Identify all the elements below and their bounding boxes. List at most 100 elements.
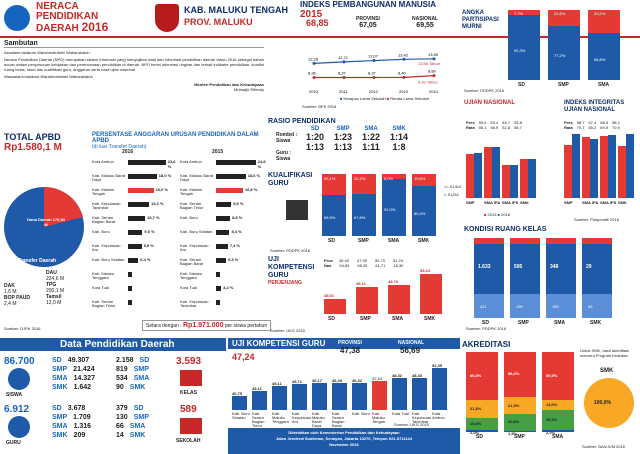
ipm-rls-label: 8,37	[338, 70, 347, 75]
guru-icon	[8, 416, 30, 438]
ukg-title: UJI KOMPETENSI GURU	[268, 256, 315, 279]
dau-value: 224,6 M	[46, 276, 65, 282]
kondisi-bar: 348 180	[546, 238, 576, 318]
ukg-kab-name: Kab. Kepulauan Tanimbar	[412, 411, 432, 424]
rasio-col: SD 1:20 1:13	[306, 126, 324, 152]
rasio-col-head: SMP	[336, 126, 350, 132]
apbd-breakdown-right: DAU 224,6 M TPG 200,1 M Tamsil 12,0 M	[46, 270, 92, 306]
anggaran-row-name: Kab. Seram Bagian Timur	[92, 299, 116, 308]
ipm-hls-label: 13,55	[428, 52, 439, 57]
region-name: KAB. MALUKU TENGAH PROV. MALUKU	[184, 4, 288, 28]
graduate-cap-icon	[286, 200, 308, 220]
ukg-kab-value: 47,24	[232, 352, 255, 362]
ipm-line-chart: 12,28 12,71 13,07 13,42 13,55 8,36 8,37 8,37 8,4…	[308, 52, 440, 94]
ipm-year-tick: 2011	[339, 89, 348, 94]
kualifikasi-no-label: 32,2%	[354, 176, 366, 181]
kualifikasi-bar-fill	[322, 194, 346, 236]
anggaran-row: Kota Tual 3,2 %	[180, 282, 264, 296]
kondisi-source: Sumber: PDDPK 2016	[466, 326, 507, 331]
ukg-cat: SMA	[392, 316, 404, 322]
iiun-source: Sumber: Puspendik 2016	[574, 217, 619, 222]
smk-note: Untuk SMK, hasil akreditasi menurut Prog…	[580, 348, 629, 358]
sekolah-list: 379 SD 130 SMP 66 SMA 14 SMK	[116, 404, 149, 440]
akreditasi-title: AKREDITASI	[462, 340, 511, 349]
akreditasi-seg	[504, 430, 536, 432]
kondisi-baik-label: 421	[480, 304, 487, 309]
ukg-nas-value: 61,71	[375, 263, 386, 268]
anggaran-bar	[128, 230, 143, 235]
kualifikasi-no-label: 33,1%	[324, 176, 336, 181]
un-bar-2016	[474, 153, 482, 198]
data-row-value: 534	[116, 375, 128, 382]
anggaran-bar	[128, 300, 132, 305]
kondisi-title: KONDISI RUANG KELAS	[464, 226, 547, 233]
data-row-key: SMP	[52, 366, 68, 373]
kondisi-baik	[582, 294, 612, 318]
sambutan-sign-title: Menteri Pendidikan dan Kebudayaan	[194, 82, 264, 87]
apm-bar: 66,8% 33,2%	[588, 10, 620, 80]
iiun-title: INDEKS INTEGRITAS UJIAN NASIONAL	[564, 100, 625, 113]
akreditasi-section: AKREDITASI 60,3% 21,8% 15,8% 2,0% SD 56,2% 21,…	[462, 340, 638, 452]
data-row-key: SMK	[129, 384, 146, 391]
apm-title: ANGKA PARTISIPASI MURNI	[462, 10, 499, 30]
akreditasi-seg	[466, 352, 498, 401]
data-row-key: SMA	[129, 423, 146, 430]
data-row-key: SD	[52, 405, 62, 412]
anggaran-bar-label: 18,6 %	[247, 173, 261, 178]
akreditasi-seg	[542, 430, 574, 432]
un-cat: SMP	[466, 200, 475, 205]
ukg-kab-title: UJI KOMPETENSI GURU	[228, 338, 460, 349]
kelas-label: KELAS	[180, 390, 197, 396]
ukg-kab-bar-label: 48,33	[412, 373, 423, 378]
apm-bar-fill	[548, 25, 580, 80]
kondisi-section: KONDISI RUANG KELAS 1.633 421 SD 595 190 SMP 3…	[464, 226, 638, 336]
data-row-key: SMP	[133, 366, 149, 373]
per-siswa-label: Setara dengan :	[146, 323, 182, 329]
akreditasi-cat: SMA	[552, 434, 564, 440]
apbd-section: TOTAL APBD Rp1.580,1 M Dana Daerah 176,9…	[4, 132, 90, 332]
akreditasi-seg-label: 59,5%	[546, 372, 558, 378]
sekolah-block: 379 SD 130 SMP 66 SMA 14 SMK 589 SEKOLAH	[116, 404, 224, 450]
akreditasi-seg-label: 2,2%	[546, 430, 556, 436]
apm-cat: SMA	[598, 82, 610, 88]
kemdikbud-logo	[4, 5, 30, 31]
un-pres-row: Pres 58,7 67,4 68,5 58,2	[564, 120, 620, 125]
ipm-hls-label: 12,71	[338, 55, 349, 60]
ukg-kab-name: Kota Ambon	[432, 411, 445, 420]
region-line2: PROV. MALUKU	[184, 17, 253, 27]
anggaran-bar	[216, 286, 222, 291]
data-row-value: 90	[116, 384, 124, 391]
apm-source: Sumber: PDDPK 2016	[464, 88, 505, 93]
data-row: 130 SMP	[116, 413, 149, 422]
anggaran-bar-label: 16,0 %	[155, 187, 169, 192]
apbd-slice-label-dana: Dana Daerah 176,94 M	[27, 217, 65, 227]
ipm-year-tick: 2010	[309, 89, 319, 94]
anggaran-bar-label: 24,8 %	[257, 159, 266, 169]
un-bar-2016	[510, 165, 518, 198]
apm-cat: SD	[518, 82, 525, 88]
kondisi-cat: SMK	[590, 320, 602, 326]
ukg-bar	[356, 286, 378, 314]
per-siswa-value: Rp1.971.000	[182, 322, 224, 329]
kualifikasi-cat: SMK	[418, 238, 430, 244]
header-year: 2016	[81, 20, 109, 34]
sekolah-icon	[180, 418, 202, 434]
ukg-kab-bar-label: 43,11	[252, 385, 262, 391]
apm-top-label: 7,7%	[514, 11, 524, 16]
anggaran-row: Kab. Buru 8,8 %	[180, 212, 264, 226]
anggaran-bar	[216, 230, 230, 235]
kondisi-baik	[474, 294, 504, 318]
anggaran-bar-label: 18,0 %	[158, 173, 172, 178]
un-rata-value: 56,1	[478, 125, 487, 130]
ipm-section: INDEKS PEMBANGUNAN MANUSIA 2015 68,85 PR…	[300, 0, 460, 110]
data-row-value: 49.307	[67, 357, 90, 364]
apm-bar: 77,2% 22,8%	[548, 10, 580, 80]
ipm-source: Sumber: BPS 2016	[302, 104, 337, 109]
un-bar-2015	[564, 145, 572, 198]
data-pendidikan-title: Data Pendidikan Daerah	[0, 338, 226, 351]
data-row-value: 379	[116, 405, 128, 412]
anggaran-row: Kab. Maluku Barat Daya 18,0 %	[92, 170, 176, 184]
akreditasi-bar: 60,3% 21,8% 15,8% 2,0%	[466, 352, 498, 435]
ipm-year: 2015	[300, 9, 323, 20]
rasio-col: SMK 1:14 1:8	[390, 126, 408, 152]
